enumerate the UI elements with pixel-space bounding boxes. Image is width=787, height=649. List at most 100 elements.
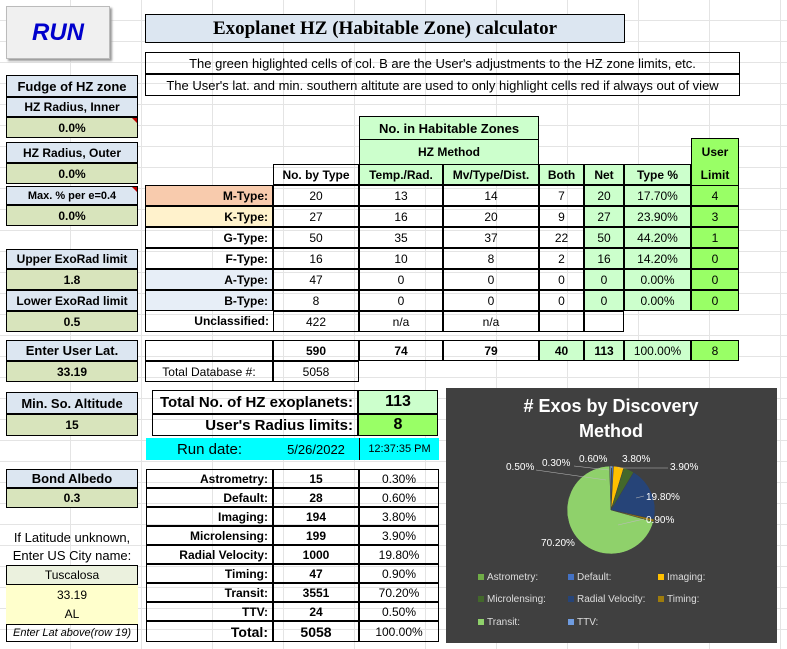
discovery-count: 28 <box>273 488 359 507</box>
discovery-count: 47 <box>273 564 359 583</box>
city-input[interactable]: Tuscalosa <box>6 565 138 585</box>
legend-label: Transit: <box>487 617 520 628</box>
discovery-count: 194 <box>273 507 359 526</box>
legend-swatch <box>658 574 664 580</box>
by-type-cell: 20 <box>273 185 359 206</box>
user-limit-cell: 0 <box>691 290 739 311</box>
net-cell: 16 <box>584 248 624 269</box>
discovery-total-label: Total: <box>146 621 273 642</box>
user-limit-header-2: Limit <box>691 164 739 185</box>
hz-outer-label: HZ Radius, Outer <box>6 142 138 163</box>
by-type-cell: 16 <box>273 248 359 269</box>
discovery-pct: 0.60% <box>359 488 439 507</box>
discovery-count: 199 <box>273 526 359 545</box>
legend-swatch <box>568 596 574 602</box>
discovery-method: Microlensing: <box>146 526 273 545</box>
type-label-cell: B-Type: <box>145 290 273 311</box>
discovery-pct: 0.90% <box>359 564 439 583</box>
col-header-net: Net <box>584 164 624 185</box>
net-cell: 0 <box>584 269 624 290</box>
type-pct-cell: 0.00% <box>624 269 691 290</box>
legend-swatch <box>658 596 664 602</box>
total-db-label: Total Database #: <box>145 361 273 382</box>
temp-rad-cell: 10 <box>359 248 443 269</box>
hz-outer-input[interactable]: 0.0% <box>6 163 138 184</box>
legend-swatch <box>478 574 484 580</box>
min-altitude-input[interactable]: 15 <box>6 414 138 436</box>
leader-line <box>635 495 645 499</box>
upper-exorad-input[interactable]: 1.8 <box>6 269 138 290</box>
user-lat-input[interactable]: 33.19 <box>6 361 138 382</box>
user-radius-value: 8 <box>358 414 438 436</box>
run-date: 5/26/2022 <box>273 438 359 460</box>
bond-albedo-input[interactable]: 0.3 <box>6 488 138 508</box>
discovery-method: Radial Velocity: <box>146 545 273 564</box>
col-header-mv: Mv/Type/Dist. <box>443 164 539 185</box>
legend-swatch <box>568 574 574 580</box>
legend-swatch <box>478 596 484 602</box>
pie-chart-svg: # Exos by Discovery Method 0.30% 0.60% 3.8… <box>478 396 705 628</box>
by-type-cell: 47 <box>273 269 359 290</box>
user-limit-cell: 1 <box>691 227 739 248</box>
run-date-label: Run date: <box>146 438 273 460</box>
net-cell: 0 <box>584 290 624 311</box>
totals-spacer <box>145 340 273 361</box>
hz-inner-input[interactable]: 0.0% <box>6 117 138 138</box>
legend-label: Astrometry: <box>487 572 538 583</box>
discovery-method: Default: <box>146 488 273 507</box>
temp-rad-cell: 35 <box>359 227 443 248</box>
data-label: 0.50% <box>506 462 534 473</box>
data-label: 0.30% <box>542 458 570 469</box>
temp-rad-cell: 0 <box>359 269 443 290</box>
unclassified-mv: n/a <box>443 311 539 332</box>
net-cell: 27 <box>584 206 624 227</box>
total-user-limit: 8 <box>691 340 739 361</box>
leader-line <box>573 465 610 471</box>
discovery-count: 24 <box>273 602 359 621</box>
max-pct-label: Max. % per e=0.4 <box>6 186 138 205</box>
by-type-cell: 50 <box>273 227 359 248</box>
lower-exorad-input[interactable]: 0.5 <box>6 311 138 332</box>
discovery-total-pct: 100.00% <box>359 621 439 642</box>
legend-label: TTV: <box>577 617 598 628</box>
type-label-cell: K-Type: <box>145 206 273 227</box>
total-hz-label: Total No. of HZ exoplanets: <box>152 390 358 414</box>
hz-method-header: HZ Method <box>359 140 539 164</box>
discovery-pct: 0.30% <box>359 469 439 488</box>
legend-label: Default: <box>577 572 611 583</box>
type-label-cell: M-Type: <box>145 185 273 206</box>
type-pct-cell: 17.70% <box>624 185 691 206</box>
page-title: Exoplanet HZ (Habitable Zone) calculator <box>145 14 625 43</box>
legend-swatch <box>478 619 484 625</box>
user-lat-label: Enter User Lat. <box>6 340 138 361</box>
discovery-method: Astrometry: <box>146 469 273 488</box>
max-pct-input[interactable]: 0.0% <box>6 205 138 226</box>
pie-slice-transit <box>566 465 654 555</box>
chart-title-line-2: Method <box>579 421 643 441</box>
hz-inner-label: HZ Radius, Inner <box>6 97 138 117</box>
total-net: 113 <box>584 340 624 361</box>
hz-group-header: No. in Habitable Zones <box>359 116 539 140</box>
discovery-method: TTV: <box>146 602 273 621</box>
temp-rad-cell: 16 <box>359 206 443 227</box>
col-header-type-pct: Type % <box>624 164 691 185</box>
type-pct-cell: 44.20% <box>624 227 691 248</box>
type-pct-cell: 23.90% <box>624 206 691 227</box>
type-label-cell: F-Type: <box>145 248 273 269</box>
leader-line <box>610 465 613 469</box>
data-label: 0.90% <box>646 515 674 526</box>
city-note-2: Enter US City name: <box>12 547 132 563</box>
city-state: AL <box>6 604 138 624</box>
leader-line <box>617 518 645 526</box>
discovery-count: 15 <box>273 469 359 488</box>
run-button[interactable]: RUN <box>6 6 110 59</box>
city-note-1: If Latitude unknown, <box>13 529 131 545</box>
total-hz-value: 113 <box>358 390 438 414</box>
total-db-value: 5058 <box>273 361 359 382</box>
discovery-method: Timing: <box>146 564 273 583</box>
both-cell: 9 <box>539 206 584 227</box>
discovery-pct: 3.80% <box>359 507 439 526</box>
discovery-pct: 70.20% <box>359 583 439 602</box>
discovery-total-count: 5058 <box>273 621 359 642</box>
discovery-method: Transit: <box>146 583 273 602</box>
